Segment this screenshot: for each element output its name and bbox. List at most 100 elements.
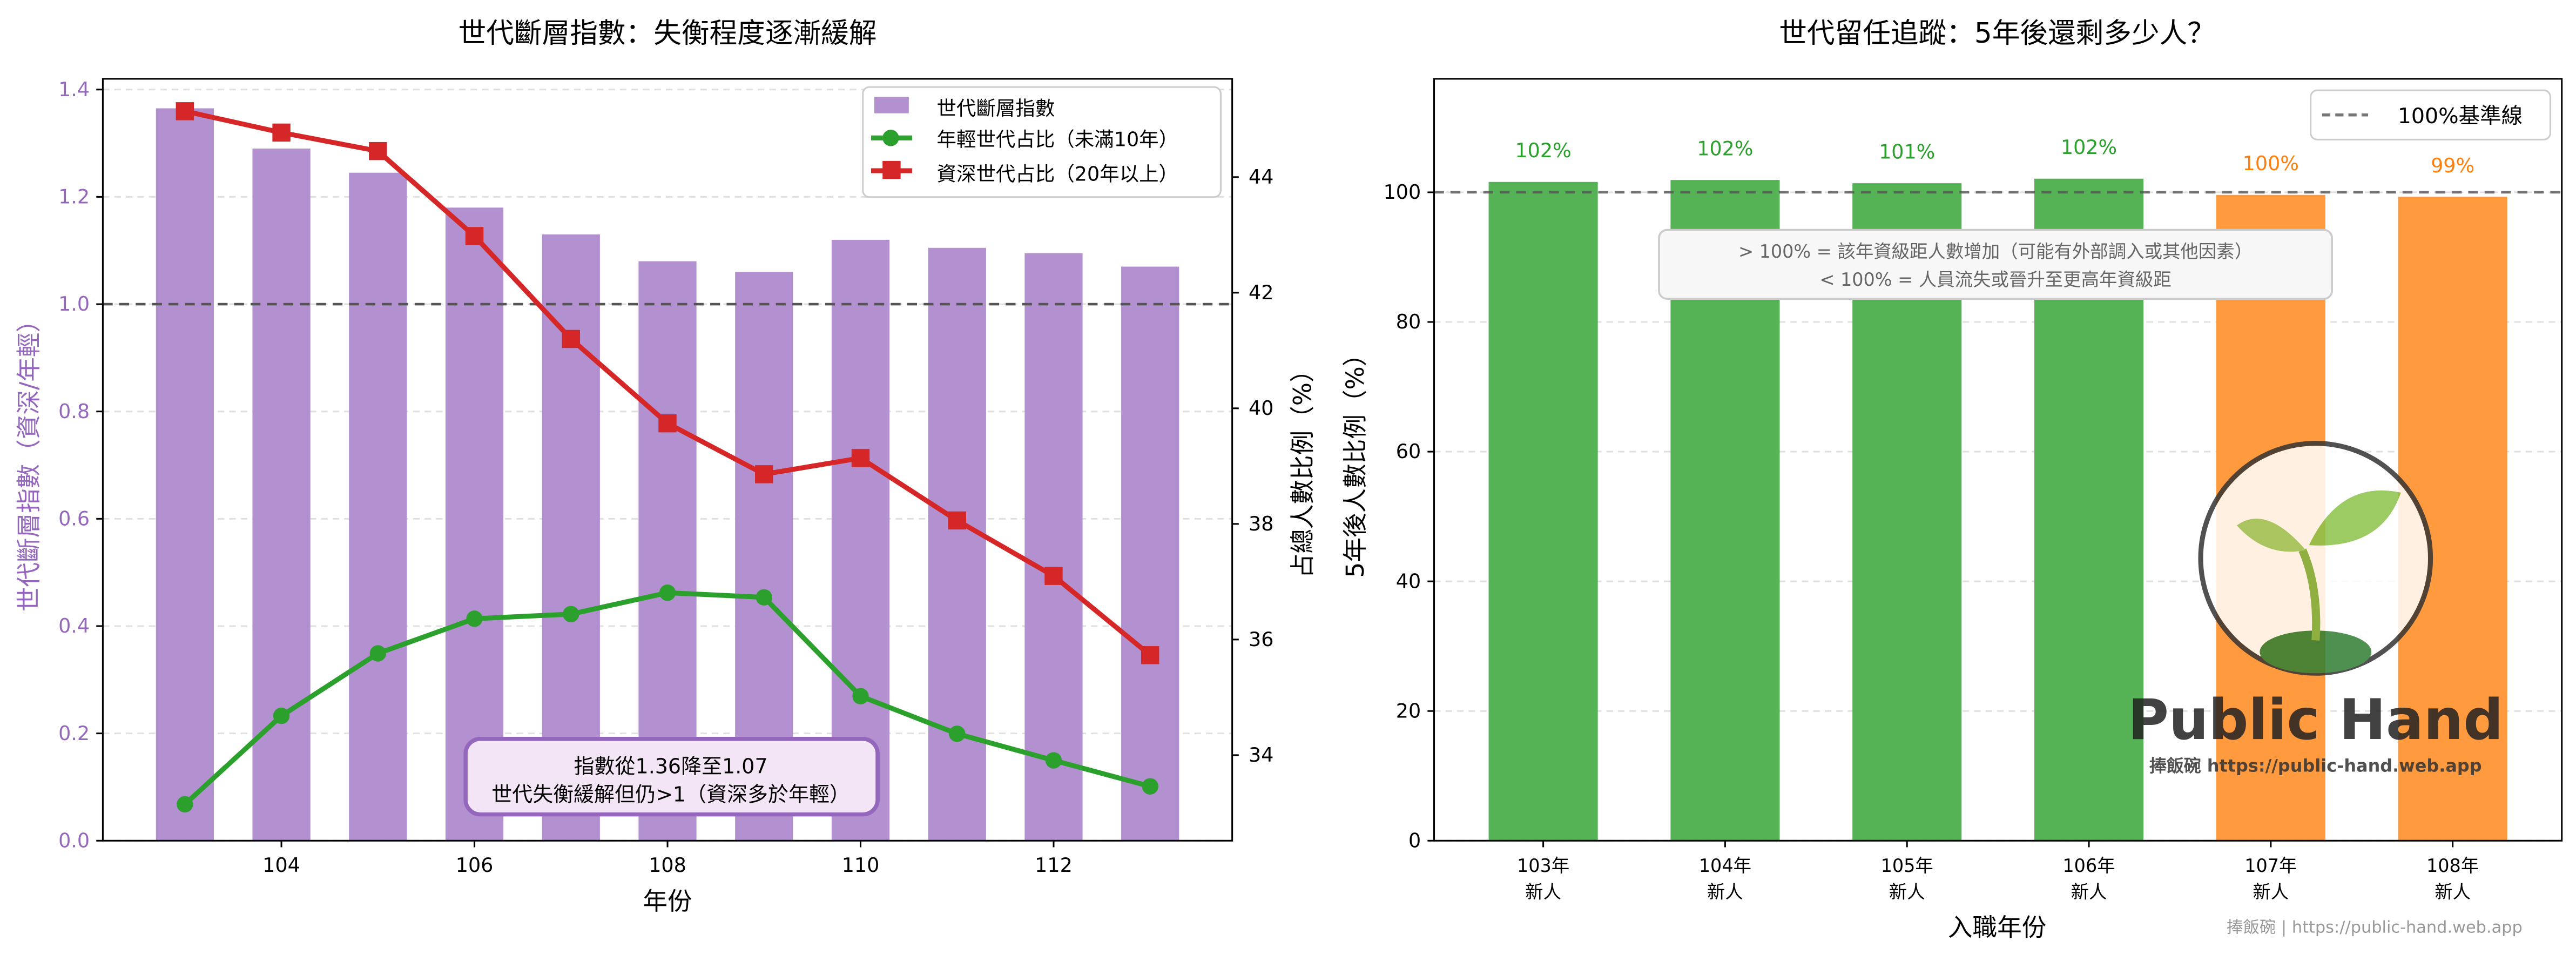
bar-value-label: 102%	[1515, 139, 1571, 162]
y2-tick-label: 38	[1249, 512, 1273, 535]
point-young	[949, 725, 966, 742]
annotation-right-line-1: > 100% = 該年資級距人數增加（可能有外部調入或其他因素）	[1738, 241, 2253, 262]
x-tick-label: 新人	[1525, 882, 1561, 903]
y-tick-label: 0	[1408, 829, 1421, 852]
annotation-line-2: 世代失衡緩解但仍>1（資深多於年輕）	[491, 782, 850, 806]
y-tick-label: 60	[1396, 440, 1421, 463]
x-tick-label: 108年	[2426, 855, 2479, 876]
point-young	[273, 707, 290, 724]
bar-value-label: 99%	[2431, 154, 2474, 177]
x-tick-label: 新人	[2253, 882, 2289, 903]
legend-right: 100%基準線	[2310, 89, 2551, 140]
bar-value-label: 100%	[2243, 152, 2299, 175]
y2-tick-label: 36	[1249, 628, 1273, 651]
y-tick-label: 40	[1396, 569, 1421, 593]
x-axis-label-right: 入職年份	[1948, 913, 2046, 942]
y2-tick-label: 34	[1249, 743, 1273, 767]
legend-label-index: 世代斷層指數	[937, 97, 1055, 120]
x-tick-label: 新人	[2435, 882, 2471, 903]
y-tick-label: 100	[1384, 180, 1421, 204]
x-tick-label: 107年	[2244, 855, 2297, 876]
left-chart-title: 世代斷層指數：失衡程度逐漸緩解	[458, 17, 877, 50]
point-senior	[948, 511, 966, 530]
point-young	[852, 688, 869, 704]
y-tick-label: 1.0	[58, 292, 90, 315]
y-tick-label: 0.2	[58, 722, 90, 745]
x-tick-label: 106	[456, 854, 494, 877]
x-tick-label: 108	[649, 854, 686, 877]
bar-index	[156, 108, 214, 841]
point-senior	[1141, 646, 1159, 664]
point-senior	[465, 227, 484, 245]
x-tick-label: 新人	[1707, 882, 1743, 903]
x-tick-label: 106年	[2062, 855, 2115, 876]
bar-value-label: 101%	[1879, 140, 1935, 164]
legend-label-baseline: 100%基準線	[2398, 104, 2523, 129]
annotation-box-right: > 100% = 該年資級距人數增加（可能有外部調入或其他因素） < 100% …	[1658, 229, 2334, 300]
bar-index	[252, 149, 311, 841]
y2-tick-label: 40	[1249, 397, 1273, 420]
x-tick-label: 104年	[1699, 855, 1751, 876]
point-senior	[272, 123, 291, 142]
point-young	[369, 645, 387, 662]
plot-frame-right	[1433, 78, 2563, 842]
bar-retention	[1488, 182, 1598, 841]
point-senior	[562, 330, 581, 348]
bar-value-label: 102%	[1697, 137, 1753, 160]
annotation-line-1: 指數從1.36降至1.07	[574, 755, 768, 778]
y-axis-label-right: 占總人數比例（%）	[1289, 358, 1317, 578]
legend-label-young: 年輕世代占比（未滿10年）	[937, 128, 1179, 151]
legend-label-senior: 資深世代占比（20年以上）	[937, 162, 1179, 185]
x-tick-label: 112	[1035, 854, 1073, 877]
x-axis-label: 年份	[643, 887, 692, 916]
point-young	[466, 610, 483, 627]
point-young	[1142, 778, 1158, 795]
y-tick-label: 20	[1396, 699, 1421, 722]
bar-index	[1024, 253, 1083, 841]
legend-swatch-bar	[874, 97, 909, 113]
x-tick-label: 新人	[2071, 882, 2107, 903]
x-tick-label: 103年	[1517, 855, 1569, 876]
annotation-right-line-2: < 100% = 人員流失或晉升至更高年資級距	[1819, 269, 2171, 290]
x-tick-label: 105年	[1881, 855, 1933, 876]
watermark-subtitle: 捧飯碗 https://public-hand.web.app	[2149, 756, 2482, 776]
left-chart: 世代斷層指數：失衡程度逐漸緩解 0.0 0.2 0.4 0.6 0.8 1.0 1.2 1.4…	[15, 17, 1317, 916]
y-tick-label: 0.0	[58, 829, 90, 852]
point-senior	[176, 102, 194, 120]
point-young	[756, 589, 772, 606]
y-tick-label: 0.6	[58, 507, 90, 530]
point-young	[659, 585, 676, 601]
bar-index	[1121, 266, 1179, 841]
bar-value-label: 102%	[2061, 136, 2117, 159]
point-young	[563, 606, 579, 622]
footer-credit: 捧飯碗 | https://public-hand.web.app	[2227, 918, 2523, 937]
x-tick-label: 110	[842, 854, 880, 877]
y-tick-label: 80	[1396, 310, 1421, 333]
legend-left: 世代斷層指數 年輕世代占比（未滿10年） 資深世代占比（20年以上）	[862, 86, 1222, 198]
x-tick-label: 104	[262, 854, 300, 877]
point-senior	[755, 465, 773, 483]
point-senior	[658, 414, 677, 433]
bar-index	[349, 172, 407, 841]
annotation-box-left: 指數從1.36降至1.07 世代失衡緩解但仍>1（資深多於年輕）	[463, 737, 880, 817]
right-chart-title: 世代留任追蹤：5年後還剩多少人？	[1779, 17, 2215, 50]
y2-tick-label: 44	[1249, 165, 1273, 189]
watermark-logo: Public Hand 捧飯碗 https://public-hand.web.…	[2128, 441, 2503, 776]
watermark-title: Public Hand	[2128, 688, 2503, 753]
right-chart: 世代留任追蹤：5年後還剩多少人？ 102% 102% 101% 102% 100% 99%…	[1341, 17, 2563, 942]
point-senior	[851, 449, 870, 467]
point-senior	[369, 142, 387, 160]
point-young	[177, 796, 193, 813]
point-senior	[1044, 567, 1063, 585]
y-tick-label: 1.4	[58, 78, 90, 101]
point-young	[1045, 752, 1062, 769]
bar-index	[928, 247, 986, 841]
y-tick-label: 0.4	[58, 614, 90, 637]
y-axis-label-left: 世代斷層指數（資深/年輕）	[15, 308, 43, 612]
y2-tick-label: 42	[1249, 281, 1273, 304]
y-tick-label: 1.2	[58, 185, 90, 209]
y-tick-label: 0.8	[58, 400, 90, 423]
x-tick-label: 新人	[1889, 882, 1925, 903]
bar-index	[445, 207, 504, 841]
